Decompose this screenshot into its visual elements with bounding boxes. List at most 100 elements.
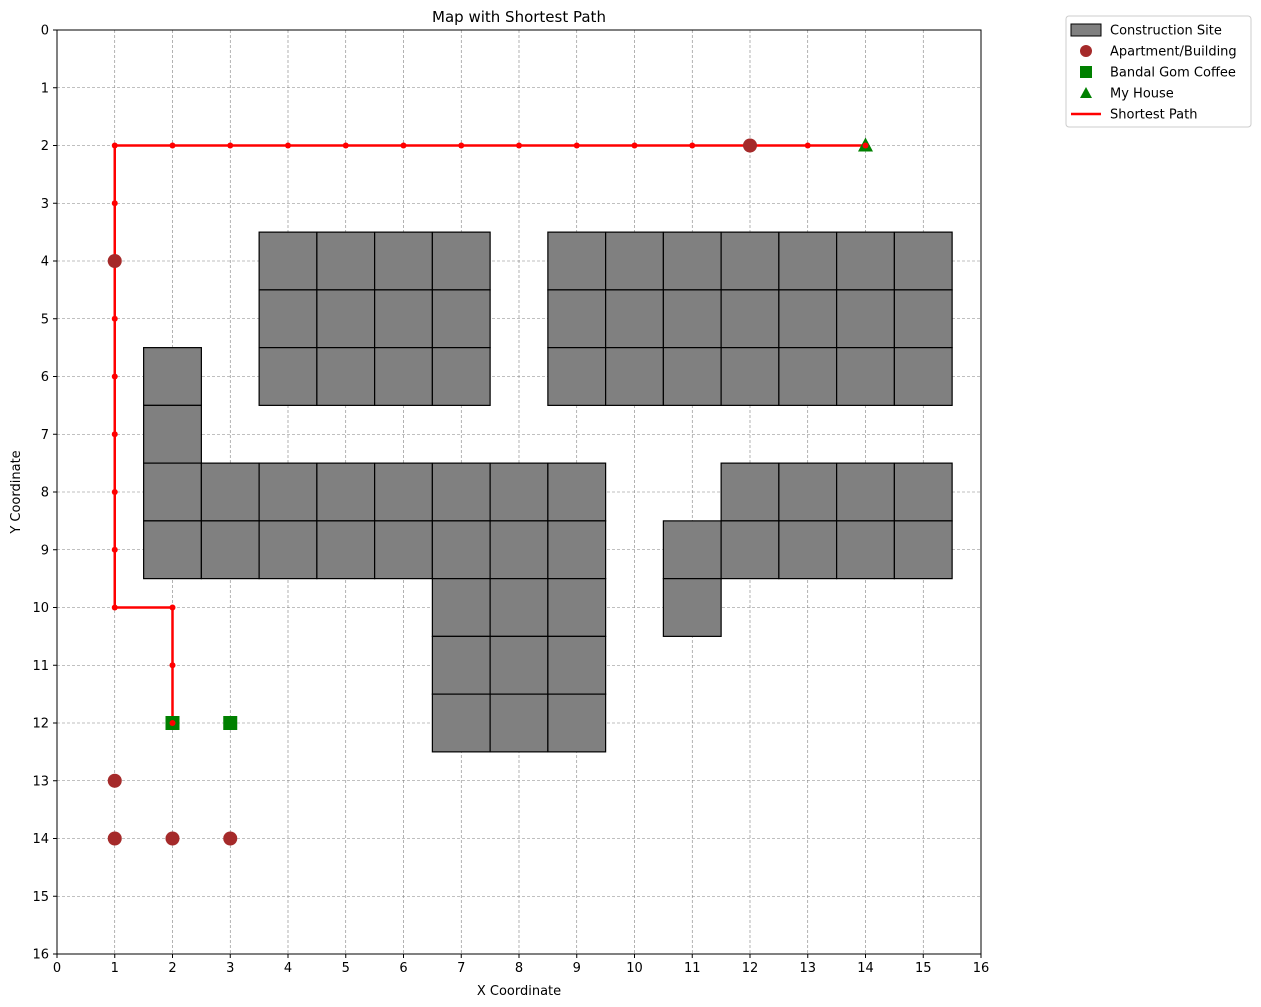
construction-site xyxy=(605,347,664,406)
x-tick-label: 9 xyxy=(573,961,581,976)
construction-site xyxy=(431,462,491,522)
x-tick-label: 10 xyxy=(626,961,643,976)
x-axis-label: X Coordinate xyxy=(477,984,561,999)
shortest-path-point xyxy=(169,142,176,149)
construction-site xyxy=(143,347,202,406)
construction-site xyxy=(662,231,722,291)
construction-site xyxy=(374,462,433,522)
construction-site xyxy=(431,578,491,637)
construction-site xyxy=(258,289,318,349)
construction-site xyxy=(547,289,607,349)
y-tick-label: 13 xyxy=(32,774,49,789)
legend-label-coffee: Bandal Gom Coffee xyxy=(1110,66,1236,81)
construction-site xyxy=(720,462,780,522)
construction-site xyxy=(778,520,838,580)
x-tick-label: 15 xyxy=(915,961,932,976)
construction-site xyxy=(258,347,318,406)
x-tick-label: 5 xyxy=(342,961,350,976)
x-tick-label: 13 xyxy=(799,961,816,976)
construction-site xyxy=(200,462,260,522)
coffee-marker xyxy=(223,716,238,730)
construction-site xyxy=(316,347,376,406)
construction-site xyxy=(662,289,722,349)
construction-site xyxy=(431,347,491,406)
construction-site xyxy=(836,462,895,522)
y-tick-label: 16 xyxy=(32,948,49,963)
y-tick-label: 1 xyxy=(41,81,49,96)
shortest-path-point xyxy=(111,546,118,553)
construction-site xyxy=(778,231,838,291)
construction-site xyxy=(778,347,838,406)
construction-site xyxy=(374,347,433,406)
legend: Construction Site Apartment/Building Banda… xyxy=(1065,15,1252,128)
construction-site xyxy=(316,520,376,580)
construction-site xyxy=(489,635,549,695)
y-tick-label: 5 xyxy=(41,312,49,327)
y-tick-label: 9 xyxy=(41,543,49,558)
x-tick-label: 16 xyxy=(973,961,990,976)
y-tick-label: 3 xyxy=(41,197,49,212)
construction-site xyxy=(547,693,607,753)
construction-site xyxy=(431,231,491,291)
legend-label-house: My House xyxy=(1110,87,1174,102)
construction-site xyxy=(143,462,202,522)
shortest-path-point xyxy=(111,373,118,380)
construction-site xyxy=(778,289,838,349)
x-tick-label: 7 xyxy=(457,961,465,976)
x-tick-label: 3 xyxy=(226,961,234,976)
x-tick-label: 12 xyxy=(742,961,759,976)
construction-site xyxy=(258,231,318,291)
y-tick-label: 6 xyxy=(41,370,49,385)
construction-site xyxy=(258,520,318,580)
shortest-path-point xyxy=(285,142,291,149)
shortest-path-point xyxy=(227,142,234,149)
apartment-marker xyxy=(223,831,238,846)
shortest-path-point xyxy=(631,142,638,149)
construction-site xyxy=(431,693,491,753)
x-tick-label: 11 xyxy=(684,961,701,976)
plot-area: 0 1 2 3 4 5 6 7 8 9 10 11 12 13 14 15 160123456789101112… xyxy=(32,24,989,977)
legend-house-swatch xyxy=(1080,87,1092,98)
y-tick-label: 4 xyxy=(41,255,49,270)
y-tick-label: 8 xyxy=(41,486,49,501)
construction-site xyxy=(431,289,491,349)
shortest-path-point xyxy=(342,142,349,149)
construction-site xyxy=(489,693,549,753)
construction-site xyxy=(547,347,607,406)
shortest-path-point xyxy=(111,315,118,322)
construction-site xyxy=(489,462,549,522)
construction-site xyxy=(893,462,953,522)
y-tick-label: 14 xyxy=(32,832,49,847)
construction-site xyxy=(374,231,433,291)
shortest-path-point xyxy=(111,489,118,495)
x-tick-label: 0 xyxy=(53,961,61,976)
construction-site xyxy=(720,520,780,580)
construction-site xyxy=(778,462,838,522)
shortest-path-point xyxy=(458,142,465,149)
construction-site xyxy=(431,635,491,695)
y-tick-label: 2 xyxy=(41,139,49,154)
apartment-marker xyxy=(743,138,757,153)
construction-site xyxy=(662,578,722,637)
legend-label-path: Shortest Path xyxy=(1110,108,1197,123)
construction-site xyxy=(836,231,895,291)
construction-site xyxy=(316,231,376,291)
shortest-path-point xyxy=(689,142,696,149)
construction-site xyxy=(316,462,376,522)
shortest-path-point xyxy=(516,142,522,149)
shortest-path-point xyxy=(111,200,118,207)
construction-site xyxy=(547,578,607,637)
shortest-path-point xyxy=(169,720,176,726)
construction-site xyxy=(893,347,953,406)
construction-site xyxy=(489,520,549,580)
construction-site xyxy=(836,289,895,349)
apartment-marker xyxy=(107,254,122,268)
construction-site xyxy=(200,520,260,580)
legend-coffee-swatch xyxy=(1080,66,1092,78)
construction-site xyxy=(143,520,202,580)
construction-site xyxy=(605,289,664,349)
y-tick-label: 15 xyxy=(32,890,49,905)
chart-title: Map with Shortest Path xyxy=(432,8,606,26)
construction-site xyxy=(547,635,607,695)
construction-site xyxy=(374,289,433,349)
